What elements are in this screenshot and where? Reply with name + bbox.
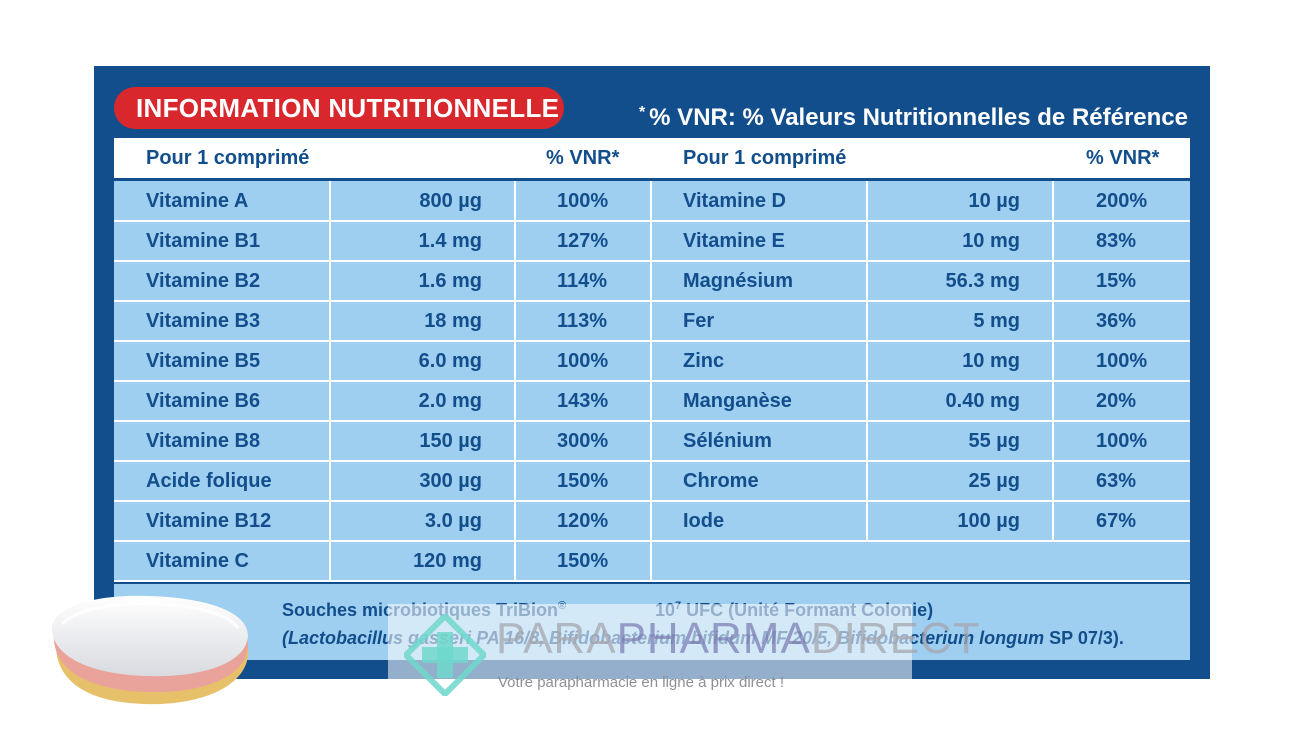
- nutrient-amount: 800 µg: [419, 190, 482, 212]
- page-title: INFORMATION NUTRITIONNELLE: [114, 87, 564, 129]
- nutrient-vnr: 20%: [1096, 390, 1137, 412]
- nutrient-name: Vitamine B2: [146, 270, 261, 292]
- nutrient-vnr: 67%: [1096, 510, 1137, 532]
- nutrient-vnr: 300%: [557, 430, 609, 452]
- nutrient-vnr: 100%: [557, 190, 609, 212]
- vnr-note: *% VNR: % Valeurs Nutritionnelles de Réf…: [639, 104, 1188, 132]
- nutrient-vnr: 127%: [557, 230, 609, 252]
- row-divider: [114, 300, 1190, 302]
- nutrient-amount: 1.6 mg: [418, 270, 482, 292]
- nutrient-vnr: 120%: [557, 510, 609, 532]
- nutrient-name: Vitamine B1: [146, 230, 261, 252]
- nutrient-vnr: 15%: [1096, 270, 1137, 292]
- row-divider: [114, 340, 1190, 342]
- nutrient-name: Zinc: [683, 350, 725, 372]
- nutrient-amount: 10 µg: [968, 190, 1020, 212]
- nutrient-vnr: 113%: [557, 310, 608, 332]
- nutrient-name: Vitamine B3: [146, 310, 261, 332]
- nutrient-amount: 100 µg: [957, 510, 1020, 532]
- nutrient-vnr: 83%: [1096, 230, 1137, 252]
- nutrient-amount: 10 mg: [962, 230, 1020, 252]
- nutrient-name: Vitamine C: [146, 550, 249, 572]
- nutrient-name: Iode: [683, 510, 725, 532]
- row-divider: [114, 380, 1190, 382]
- watermark: PARAPHARMADIRECT Votre parapharmacie en …: [388, 604, 980, 700]
- nutrient-amount: 56.3 mg: [945, 270, 1020, 292]
- nutrient-amount: 55 µg: [968, 430, 1020, 452]
- plus-cross-logo-icon: [404, 614, 486, 696]
- nutrient-amount: 0.40 mg: [945, 390, 1020, 412]
- watermark-tagline: Votre parapharmacie en ligne à prix dire…: [498, 674, 784, 691]
- nutrient-amount: 25 µg: [968, 470, 1020, 492]
- nutrient-vnr: 143%: [557, 390, 609, 412]
- nutrient-amount: 3.0 µg: [424, 510, 482, 532]
- nutrient-name: Chrome: [683, 470, 759, 492]
- nutrient-vnr: 114%: [557, 270, 608, 292]
- watermark-brand: PARAPHARMADIRECT: [496, 614, 981, 663]
- nutrient-vnr: 100%: [557, 350, 609, 372]
- nutrient-vnr: 200%: [1096, 190, 1148, 212]
- nutrient-vnr: 150%: [557, 550, 609, 572]
- column-divider: [866, 181, 868, 541]
- nutrient-vnr: 36%: [1096, 310, 1137, 332]
- header-col-vnr-left: % VNR*: [546, 147, 620, 169]
- nutrient-name: Manganèse: [683, 390, 792, 412]
- row-divider: [114, 540, 1190, 542]
- row-divider: [114, 580, 1190, 582]
- nutrient-name: Vitamine B8: [146, 430, 261, 452]
- nutrient-name: Sélénium: [683, 430, 772, 452]
- row-divider: [114, 500, 1190, 502]
- nutrition-table: Vitamine A 800 µg 100% Vitamine B1 1.4 mg 127…: [114, 181, 1190, 582]
- nutrient-name: Vitamine E: [683, 230, 785, 252]
- nutrient-amount: 150 µg: [419, 430, 482, 452]
- row-divider: [114, 420, 1190, 422]
- nutrient-vnr: 100%: [1096, 430, 1148, 452]
- nutrient-name: Acide folique: [146, 470, 272, 492]
- vnr-note-text: % VNR: % Valeurs Nutritionnelles de Réfé…: [649, 104, 1188, 131]
- column-divider: [514, 181, 516, 581]
- column-divider: [650, 181, 652, 581]
- table-header: Pour 1 comprimé % VNR* Pour 1 comprimé %…: [114, 138, 1190, 178]
- nutrient-name: Vitamine B5: [146, 350, 261, 372]
- nutrient-amount: 6.0 mg: [418, 350, 482, 372]
- row-divider: [114, 460, 1190, 462]
- nutrient-name: Magnésium: [683, 270, 794, 292]
- nutrient-vnr: 63%: [1096, 470, 1137, 492]
- nutrient-amount: 1.4 mg: [418, 230, 482, 252]
- nutrient-amount: 5 mg: [973, 310, 1020, 332]
- row-divider: [114, 220, 1190, 222]
- row-divider: [114, 260, 1190, 262]
- nutrient-amount: 18 mg: [424, 310, 482, 332]
- vnr-note-star: *: [638, 104, 646, 121]
- nutrient-name: Vitamine B12: [146, 510, 272, 532]
- nutrient-name: Fer: [683, 310, 715, 332]
- column-divider: [329, 181, 331, 581]
- nutrient-amount: 300 µg: [419, 470, 482, 492]
- nutrient-name: Vitamine D: [683, 190, 786, 212]
- nutrient-name: Vitamine A: [146, 190, 249, 212]
- nutrient-amount: 120 mg: [413, 550, 482, 572]
- header-col-vnr-right: % VNR*: [1086, 147, 1160, 169]
- tablet-image: [51, 595, 249, 705]
- nutrient-vnr: 150%: [557, 470, 609, 492]
- nutrient-amount: 10 mg: [962, 350, 1020, 372]
- nutrient-amount: 2.0 mg: [418, 390, 482, 412]
- column-divider: [1052, 181, 1054, 541]
- header-col-per-tablet-left: Pour 1 comprimé: [146, 147, 310, 169]
- header-col-per-tablet-right: Pour 1 comprimé: [683, 147, 847, 169]
- nutrient-name: Vitamine B6: [146, 390, 261, 412]
- nutrient-vnr: 100%: [1096, 350, 1148, 372]
